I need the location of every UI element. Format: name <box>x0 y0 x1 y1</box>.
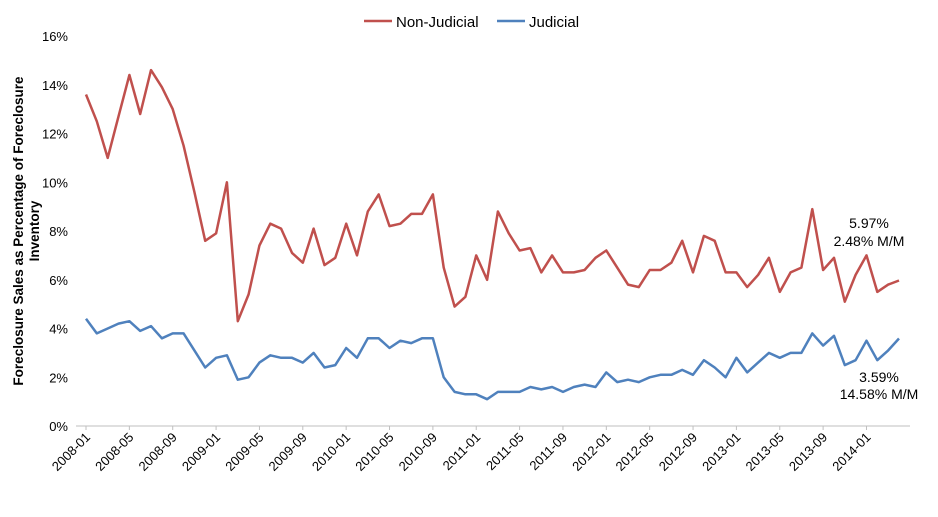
annotation-non-judicial-value: 5.97% <box>849 215 889 231</box>
legend-label-judicial: Judicial <box>529 14 579 31</box>
series-line-judicial <box>84 318 900 401</box>
x-tick-label: 2009-09 <box>266 430 310 474</box>
x-tick-label: 2014-01 <box>829 430 873 474</box>
series-line-non-judicial <box>84 68 900 323</box>
y-tick-label: 10% <box>42 175 68 190</box>
x-tick-label: 2008-09 <box>135 430 179 474</box>
x-tick-label: 2008-01 <box>49 430 93 474</box>
x-tick-label: 2011-01 <box>440 430 484 474</box>
x-tick-label: 2010-01 <box>309 430 353 474</box>
x-tick-label: 2013-05 <box>743 430 787 474</box>
x-tick-label: 2012-09 <box>656 430 700 474</box>
x-tick-label: 2009-05 <box>222 430 266 474</box>
x-tick-label: 2010-05 <box>352 430 396 474</box>
x-tick-label: 2012-05 <box>612 430 656 474</box>
y-tick-label: 2% <box>49 370 68 385</box>
y-tick-label: 4% <box>49 322 68 337</box>
y-tick-label: 6% <box>49 273 68 288</box>
x-tick-label: 2012-01 <box>569 430 613 474</box>
x-tick-label: 2011-09 <box>526 430 570 474</box>
y-tick-label: 12% <box>42 127 68 142</box>
y-tick-label: 0% <box>49 419 68 434</box>
y-axis-title-line-1: Foreclosure Sales as Percentage of Forec… <box>11 76 26 386</box>
x-axis: 2008-01 2008-05 2008-09 2009-01 2009-05 2009-… <box>49 426 874 474</box>
x-tick-label: 2013-01 <box>699 430 743 474</box>
annotation-judicial-change: 14.58% M/M <box>840 386 919 402</box>
annotation-judicial-value: 3.59% <box>859 369 899 385</box>
x-tick-label: 2011-05 <box>483 430 527 474</box>
legend-label-non-judicial: Non-Judicial <box>396 14 479 31</box>
y-tick-label: 8% <box>49 224 68 239</box>
series-lines <box>84 68 900 401</box>
x-tick-label: 2010-09 <box>396 430 440 474</box>
annotation-non-judicial-change: 2.48% M/M <box>834 233 905 249</box>
y-axis: 0% 2% 4% 6% 8% 10% 12% 14% 16% <box>42 29 68 434</box>
y-axis-title-line-2: Inventory <box>27 200 42 261</box>
x-tick-label: 2008-05 <box>92 430 136 474</box>
y-tick-label: 16% <box>42 29 68 44</box>
x-tick-label: 2009-01 <box>179 430 223 474</box>
y-tick-label: 14% <box>42 78 68 93</box>
legend: Non-Judicial Judicial <box>364 14 579 31</box>
x-tick-label: 2013-09 <box>786 430 830 474</box>
